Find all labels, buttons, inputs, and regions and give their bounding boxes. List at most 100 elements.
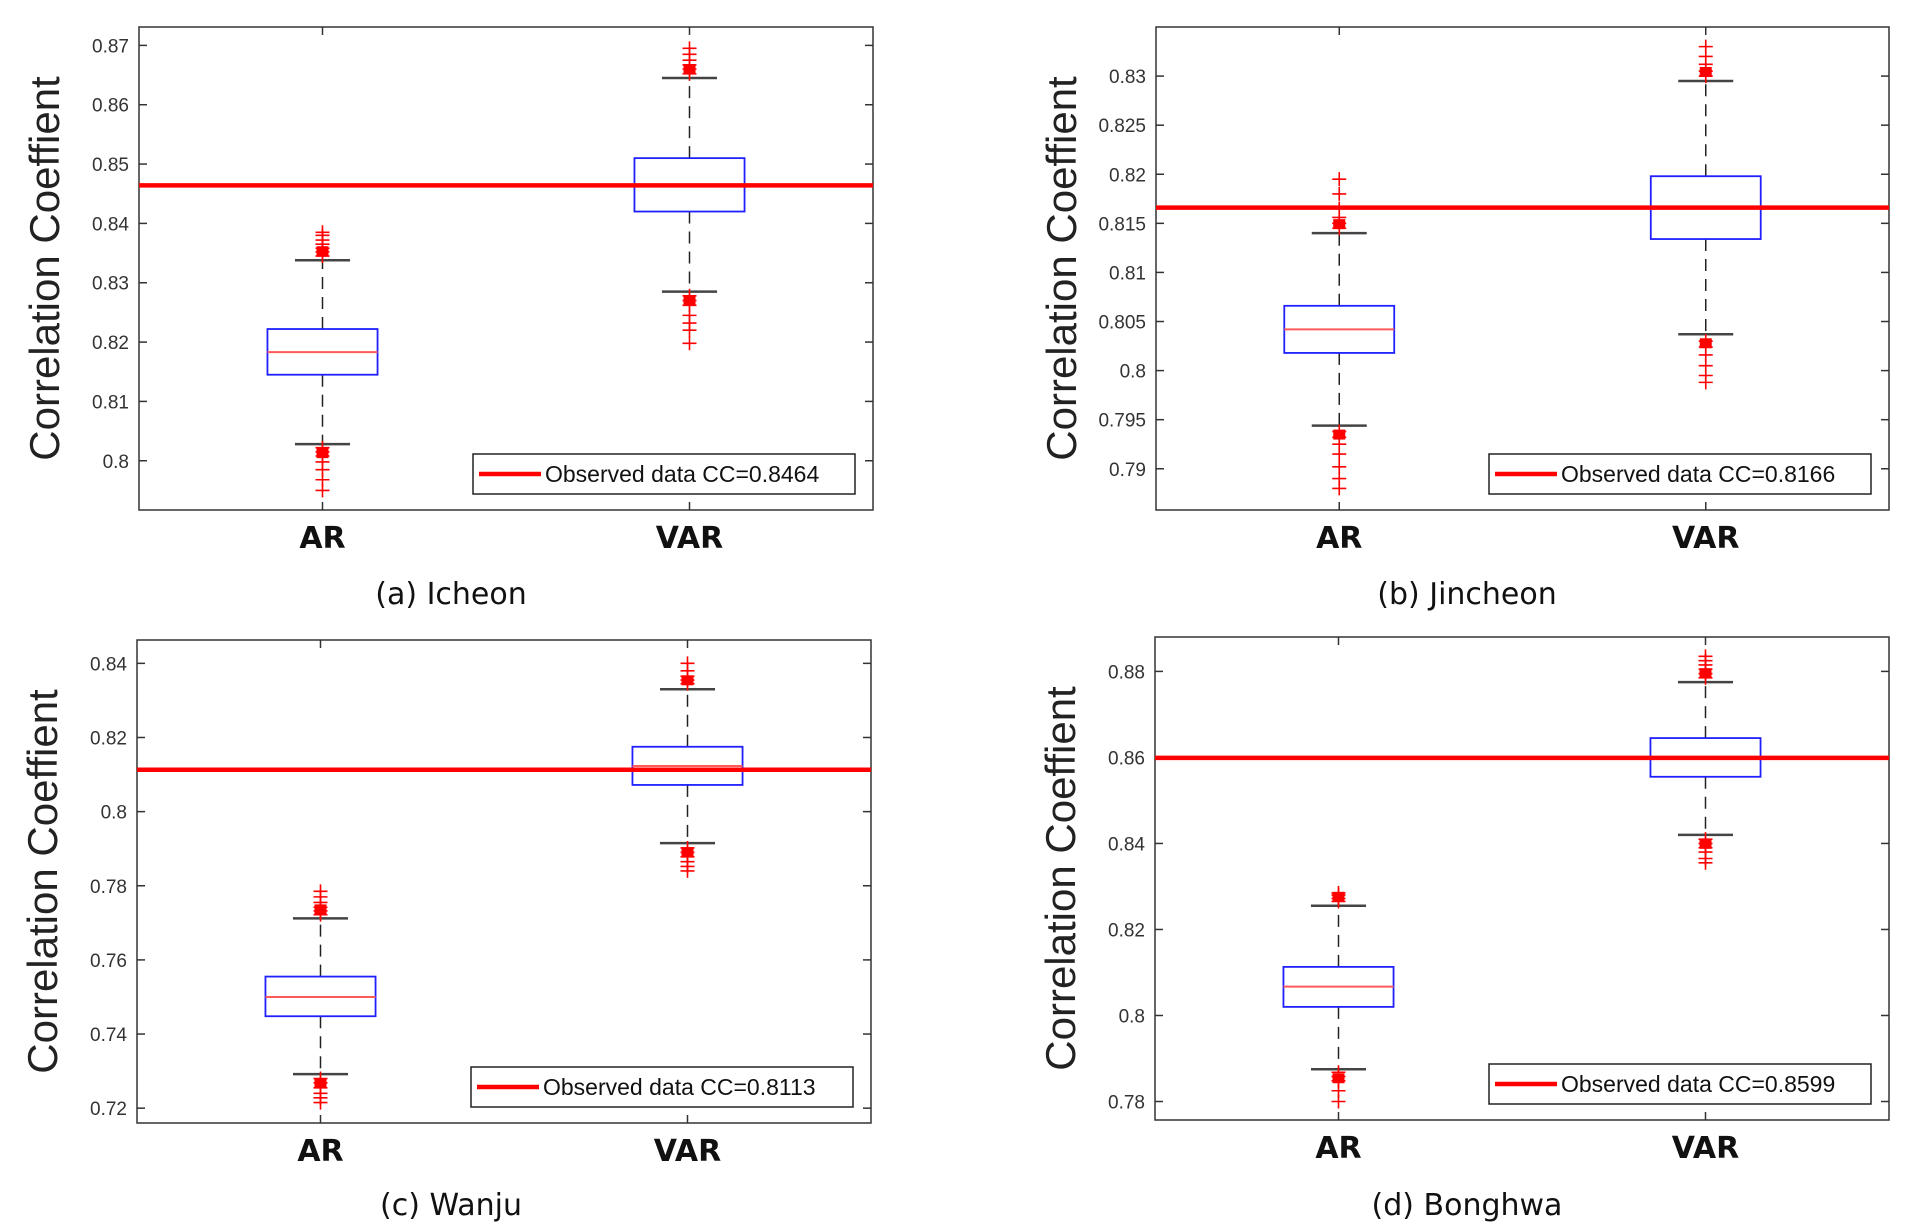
y-tick-label: 0.83 — [1109, 67, 1146, 88]
outlier-marker — [1698, 375, 1713, 390]
outlier-cluster — [316, 246, 329, 257]
legend-label: Observed data CC=0.8599 — [1561, 1071, 1835, 1097]
x-category-label: AR — [299, 521, 345, 556]
outlier-marker — [313, 1095, 328, 1110]
y-tick-label: 0.8 — [1119, 1006, 1145, 1027]
outlier-marker — [680, 656, 695, 671]
y-tick-label: 0.82 — [1109, 165, 1146, 186]
axes-frame — [1154, 636, 1890, 1121]
box-var — [631, 656, 744, 878]
x-category-label: VAR — [654, 1134, 722, 1169]
y-tick-label: 0.82 — [90, 728, 127, 749]
x-category-label: VAR — [1672, 1131, 1740, 1166]
panel-ar-var-1: 0.79 0.795 0.8 0.805 0.81 0.815 0.82 0.825 0.83 A… — [1038, 26, 1890, 612]
y-axis-label: Correlation Coeffient — [19, 689, 66, 1074]
y-tick-label: 0.74 — [90, 1025, 127, 1046]
x-category-label: VAR — [1672, 521, 1740, 556]
outlier-marker — [1332, 459, 1347, 474]
y-tick-label: 0.795 — [1098, 411, 1146, 432]
legend: Observed data CC=0.8113 — [470, 1066, 854, 1108]
outlier-cluster — [1699, 838, 1712, 849]
y-tick-label: 0.83 — [92, 274, 129, 295]
panel-ar-var-0: 0.8 0.81 0.82 0.83 0.84 0.85 0.86 0.87 AR VAR Corr… — [21, 26, 874, 612]
outlier-cluster — [1332, 891, 1345, 902]
y-axis-label: Correlation Coeffient — [21, 76, 68, 461]
outlier-cluster — [681, 847, 694, 858]
y-tick-label: 0.72 — [90, 1099, 127, 1120]
box-ar — [1283, 172, 1396, 496]
outlier-cluster — [1699, 66, 1712, 77]
outlier-cluster — [681, 675, 694, 686]
legend-label: Observed data CC=0.8113 — [543, 1074, 816, 1100]
y-tick-label: 0.81 — [1109, 263, 1146, 284]
y-tick-label: 0.86 — [92, 96, 129, 117]
y-tick-label: 0.78 — [90, 877, 127, 898]
legend: Observed data CC=0.8599 — [1488, 1063, 1872, 1105]
y-tick-label: 0.81 — [92, 392, 129, 413]
outlier-marker — [315, 225, 330, 240]
x-category-label: AR — [1316, 521, 1362, 556]
box-ar — [1282, 885, 1395, 1109]
outlier-cluster — [1333, 429, 1346, 440]
y-tick-label: 0.82 — [92, 333, 129, 354]
y-tick-label: 0.84 — [1108, 834, 1145, 855]
legend-label: Observed data CC=0.8166 — [1561, 461, 1835, 487]
outlier-cluster — [1699, 668, 1712, 679]
y-tick-label: 0.84 — [92, 214, 129, 235]
y-tick-label: 0.805 — [1098, 313, 1146, 334]
outlier-marker — [1332, 481, 1347, 496]
outlier-marker — [1698, 855, 1713, 870]
outlier-cluster — [1332, 1073, 1345, 1084]
y-tick-label: 0.8 — [103, 452, 129, 473]
y-tick-label: 0.8 — [101, 803, 127, 824]
outlier-cluster — [316, 448, 329, 459]
y-tick-label: 0.82 — [1108, 920, 1145, 941]
y-axis-label: Correlation Coeffient — [1037, 686, 1084, 1071]
panel-ar-var-3: 0.78 0.8 0.82 0.84 0.86 0.88 AR VAR Correlation … — [1037, 636, 1890, 1223]
y-tick-label: 0.825 — [1098, 116, 1146, 137]
outlier-marker — [1331, 1094, 1346, 1109]
outlier-marker — [682, 323, 697, 338]
panel-caption: (d) Bonghwa — [1372, 1188, 1563, 1223]
outlier-marker — [313, 884, 328, 899]
outlier-marker — [315, 483, 330, 498]
panel-caption: (a) Icheon — [375, 577, 527, 612]
x-category-label: AR — [1315, 1131, 1361, 1166]
outlier-marker — [682, 41, 697, 56]
box-ar — [264, 884, 377, 1110]
panel-ar-var-2: 0.72 0.74 0.76 0.78 0.8 0.82 0.84 AR VAR Correlat… — [19, 639, 872, 1223]
y-tick-label: 0.79 — [1109, 460, 1146, 481]
y-tick-label: 0.85 — [92, 155, 129, 176]
outlier-marker — [680, 863, 695, 878]
panel-caption: (c) Wanju — [380, 1188, 522, 1223]
legend: Observed data CC=0.8464 — [472, 453, 856, 495]
axes-frame — [136, 639, 872, 1124]
y-tick-label: 0.88 — [1108, 662, 1145, 683]
outlier-marker — [1698, 39, 1713, 54]
outlier-marker — [1332, 447, 1347, 462]
outlier-cluster — [1333, 219, 1346, 230]
outlier-cluster — [683, 64, 696, 75]
y-tick-label: 0.86 — [1108, 748, 1145, 769]
axes-frame — [1155, 26, 1890, 511]
outlier-cluster — [1699, 338, 1712, 349]
y-tick-label: 0.8 — [1120, 362, 1146, 383]
legend: Observed data CC=0.8166 — [1488, 453, 1872, 495]
panel-caption: (b) Jincheon — [1377, 577, 1557, 612]
outlier-cluster — [314, 904, 327, 915]
y-tick-label: 0.87 — [92, 36, 129, 57]
y-tick-label: 0.78 — [1108, 1093, 1145, 1114]
outlier-marker — [1332, 172, 1347, 187]
x-category-label: VAR — [656, 521, 724, 556]
axes-frame — [138, 26, 874, 511]
y-tick-label: 0.815 — [1098, 214, 1146, 235]
outlier-marker — [682, 336, 697, 351]
outlier-cluster — [314, 1078, 327, 1089]
x-category-label: AR — [297, 1134, 343, 1169]
box-ar — [266, 225, 379, 498]
y-tick-label: 0.76 — [90, 951, 127, 972]
y-axis-label: Correlation Coeffient — [1038, 76, 1085, 461]
outlier-marker — [1332, 186, 1347, 201]
